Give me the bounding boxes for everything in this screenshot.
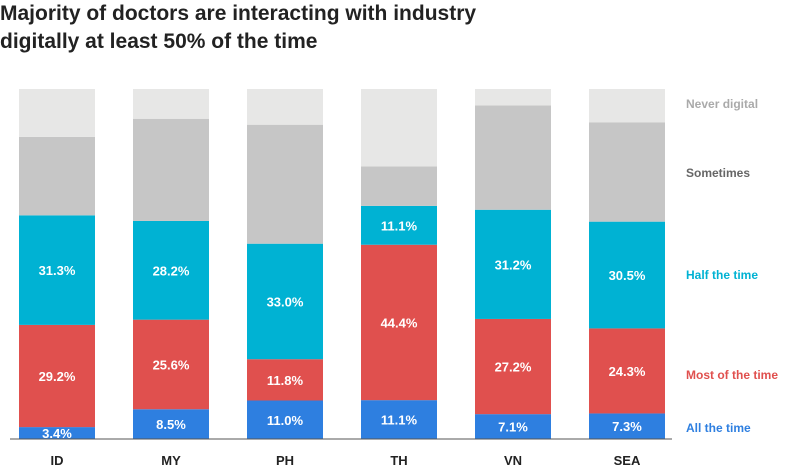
bar-segment-id-0	[19, 427, 95, 439]
bar-segment-ph-2	[247, 243, 323, 360]
bar-segment-id-1	[19, 324, 95, 428]
bar-segment-ph-3	[247, 124, 323, 244]
data-label-vn-2: 31.2%	[495, 257, 532, 272]
bar-segment-th-0	[361, 400, 437, 439]
bar-segment-my-3	[133, 118, 209, 221]
bar-segment-sea-2	[589, 221, 665, 329]
legend-item-half-the-time: Half the time	[686, 268, 758, 282]
bar-segment-id-3	[19, 136, 95, 216]
bar-segment-th-2	[361, 205, 437, 245]
bar-segment-vn-3	[475, 105, 551, 210]
segment-labels-group: 3.4% 29.2% 31.3% 8.5% 25.6% 28.2% 11.0% 11.8% 33…	[39, 218, 646, 441]
bar-segment-id-4	[19, 89, 95, 137]
bar-segment-my-4	[133, 89, 209, 119]
bar-segment-th-4	[361, 89, 437, 167]
data-label-sea-1: 24.3%	[609, 364, 646, 379]
data-label-my-0: 8.5%	[156, 417, 186, 432]
data-label-ph-1: 11.8%	[267, 373, 304, 388]
chart-title-line-2: digitally at least 50% of the time	[0, 30, 318, 53]
legend-item-all-the-time: All the time	[686, 421, 751, 435]
data-label-id-1: 29.2%	[39, 369, 76, 384]
category-labels-group: ID MY PH TH VN SEA	[51, 453, 641, 468]
data-label-th-0: 11.1%	[381, 413, 418, 428]
legend-item-most-of-the-time: Most of the time	[686, 368, 778, 382]
bar-segment-ph-0	[247, 400, 323, 439]
data-label-ph-2: 33.0%	[267, 294, 304, 309]
bars-group	[19, 89, 665, 439]
bar-segment-th-3	[361, 166, 437, 206]
bar-segment-sea-3	[589, 122, 665, 222]
data-label-ph-0: 11.0%	[267, 413, 304, 428]
category-label-sea: SEA	[614, 453, 641, 468]
data-label-vn-1: 27.2%	[495, 360, 532, 375]
legend-item-never-digital: Never digital	[686, 97, 758, 111]
bar-segment-ph-4	[247, 89, 323, 125]
category-label-id: ID	[51, 453, 64, 468]
bar-segment-my-2	[133, 220, 209, 320]
data-label-sea-0: 7.3%	[612, 419, 642, 434]
data-label-id-2: 31.3%	[39, 263, 76, 278]
bar-segment-th-1	[361, 244, 437, 401]
bar-segment-my-0	[133, 409, 209, 439]
data-label-my-2: 28.2%	[153, 263, 190, 278]
data-label-th-2: 11.1%	[381, 218, 418, 233]
bar-segment-sea-4	[589, 89, 665, 123]
bar-segment-ph-1	[247, 359, 323, 401]
chart-title: Majority of doctors are interacting with…	[0, 0, 700, 56]
category-label-my: MY	[161, 453, 181, 468]
data-label-my-1: 25.6%	[153, 357, 190, 372]
legend-group: All the time Most of the time Half the tim…	[686, 97, 778, 435]
bar-segment-sea-0	[589, 413, 665, 439]
data-label-sea-2: 30.5%	[609, 268, 646, 283]
bar-segment-vn-0	[475, 414, 551, 439]
data-label-id-0: 3.4%	[42, 426, 72, 441]
data-label-th-1: 44.4%	[381, 315, 418, 330]
bar-segment-vn-2	[475, 209, 551, 319]
bar-segment-sea-1	[589, 328, 665, 414]
data-label-vn-0: 7.1%	[498, 420, 528, 435]
bar-segment-my-1	[133, 319, 209, 410]
category-label-vn: VN	[504, 453, 522, 468]
category-label-th: TH	[390, 453, 407, 468]
chart-title-line-1: Majority of doctors are interacting with…	[0, 2, 477, 25]
category-label-ph: PH	[276, 453, 294, 468]
bar-segment-vn-1	[475, 318, 551, 415]
legend-item-sometimes: Sometimes	[686, 166, 750, 180]
bar-segment-id-2	[19, 215, 95, 325]
bar-segment-vn-4	[475, 89, 551, 106]
